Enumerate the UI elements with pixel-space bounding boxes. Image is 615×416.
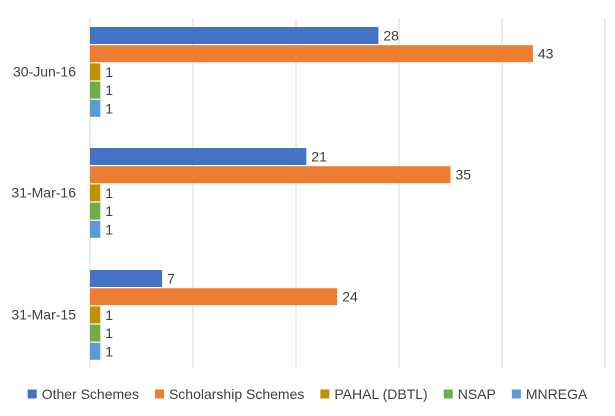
- data-label-pahal-dbtl-31-mar-15: 1: [105, 307, 113, 323]
- legend-label: Scholarship Schemes: [169, 386, 304, 402]
- legend-item-nsap: NSAP: [443, 386, 496, 402]
- bar-scholarship-schemes-31-mar-16: [90, 166, 451, 184]
- bar-nsap-31-mar-15: [90, 324, 101, 342]
- legend-swatch: [154, 389, 164, 399]
- data-label-scholarship-schemes-31-mar-15: 24: [342, 289, 358, 305]
- data-label-mnrega-31-mar-15: 1: [105, 343, 113, 359]
- bar-other-schemes-30-jun-16: [90, 27, 379, 44]
- legend-label: NSAP: [458, 386, 496, 402]
- data-label-other-schemes-30-jun-16: 28: [383, 28, 399, 44]
- data-label-nsap-30-jun-16: 1: [105, 82, 113, 98]
- legend-swatch: [27, 389, 37, 399]
- legend-swatch: [443, 389, 453, 399]
- data-label-nsap-31-mar-16: 1: [105, 203, 113, 219]
- bar-other-schemes-31-mar-16: [90, 148, 307, 165]
- legend-item-other-schemes: Other Schemes: [27, 386, 139, 402]
- legend: Other Schemes Scholarship Schemes PAHAL (D…: [27, 386, 588, 402]
- gridlines: [89, 18, 606, 368]
- data-label-pahal-dbtl-30-jun-16: 1: [105, 64, 113, 80]
- data-label-mnrega-31-mar-16: 1: [105, 221, 113, 237]
- bar-mnrega-31-mar-16: [90, 220, 101, 238]
- bar-pahal-dbtl-30-jun-16: [90, 63, 101, 81]
- legend-item-pahal-dbtl: PAHAL (DBTL): [320, 386, 428, 402]
- bar-other-schemes-31-mar-15: [90, 270, 163, 287]
- data-label-other-schemes-31-mar-15: 7: [167, 271, 175, 287]
- legend-item-scholarship-schemes: Scholarship Schemes: [154, 386, 304, 402]
- bar-nsap-30-jun-16: [90, 81, 101, 99]
- bars: [90, 27, 533, 360]
- category-label-31-mar-16: 31-Mar-16: [11, 185, 76, 201]
- category-label-30-jun-16: 30-Jun-16: [13, 64, 76, 80]
- legend-label: PAHAL (DBTL): [334, 386, 427, 402]
- legend-swatch: [511, 389, 521, 399]
- data-label-other-schemes-31-mar-16: 21: [311, 149, 327, 165]
- legend-label: MNREGA: [526, 386, 588, 402]
- legend-label: Other Schemes: [42, 386, 139, 402]
- bar-scholarship-schemes-30-jun-16: [90, 45, 533, 63]
- bar-nsap-31-mar-16: [90, 202, 101, 220]
- data-label-pahal-dbtl-31-mar-16: 1: [105, 185, 113, 201]
- data-label-scholarship-schemes-30-jun-16: 43: [538, 46, 554, 62]
- legend-item-mnrega: MNREGA: [511, 386, 588, 402]
- category-labels: 30-Jun-16 31-Mar-16 31-Mar-15: [11, 64, 76, 323]
- bar-mnrega-31-mar-15: [90, 342, 101, 360]
- data-label-nsap-31-mar-15: 1: [105, 325, 113, 341]
- legend-swatch: [320, 389, 330, 399]
- bar-scholarship-schemes-31-mar-15: [90, 288, 338, 306]
- data-label-mnrega-30-jun-16: 1: [105, 100, 113, 116]
- data-label-scholarship-schemes-31-mar-16: 35: [456, 167, 472, 183]
- bar-pahal-dbtl-31-mar-16: [90, 184, 101, 202]
- category-label-31-mar-15: 31-Mar-15: [11, 307, 76, 323]
- bar-pahal-dbtl-31-mar-15: [90, 306, 101, 324]
- bar-mnrega-30-jun-16: [90, 99, 101, 117]
